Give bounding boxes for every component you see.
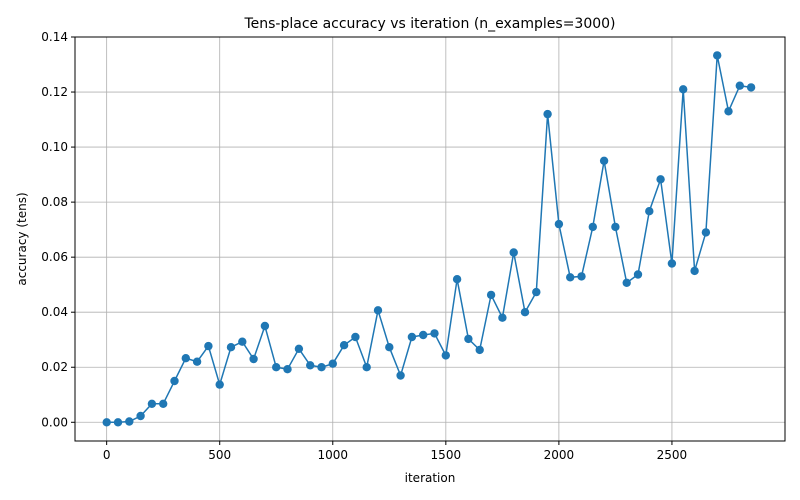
data-point	[701, 228, 711, 237]
plot-area-frame	[74, 36, 786, 442]
y-tick-label: 0.06	[41, 250, 68, 264]
data-point	[475, 345, 484, 355]
y-tick-label: 0.00	[41, 415, 68, 429]
data-point	[317, 363, 326, 372]
data-point	[362, 363, 371, 372]
x-tick-label: 2500	[657, 448, 688, 462]
series-markers	[102, 51, 756, 427]
data-point	[486, 290, 496, 300]
data-point	[464, 334, 473, 344]
y-tick-label: 0.02	[41, 360, 68, 374]
x-tick-label: 500	[208, 448, 231, 462]
data-point	[543, 109, 552, 119]
data-point	[633, 270, 643, 279]
y-tick-label: 0.08	[41, 195, 68, 209]
x-tick-label: 1000	[317, 448, 348, 462]
data-point	[283, 365, 292, 374]
data-point	[249, 354, 258, 364]
x-tick-label: 1500	[431, 448, 462, 462]
data-point	[226, 343, 236, 352]
data-point	[328, 359, 337, 368]
data-point	[667, 259, 677, 268]
data-point	[690, 266, 699, 276]
data-point	[272, 363, 281, 372]
data-point	[419, 330, 428, 340]
y-tick-label: 0.14	[41, 30, 68, 44]
y-axis-label: accuracy (tens)	[15, 192, 29, 285]
axis-ticks: 0 500 1000 1500 2000 2500 0.00 0.02 0.04 0.06 0.08…	[41, 30, 687, 462]
data-point	[294, 344, 304, 353]
data-point	[351, 332, 360, 342]
data-point	[136, 411, 145, 421]
data-point	[306, 361, 315, 370]
data-point	[125, 417, 134, 426]
x-axis-label: iteration	[405, 471, 456, 485]
y-tick-label: 0.12	[41, 85, 68, 99]
y-tick-label: 0.10	[41, 140, 68, 154]
data-point	[147, 399, 157, 408]
data-point	[577, 272, 586, 281]
data-point	[238, 337, 247, 346]
data-point	[622, 278, 631, 287]
data-point	[498, 313, 507, 322]
data-point	[170, 376, 179, 386]
data-point	[396, 371, 405, 380]
data-point	[599, 156, 609, 165]
data-point	[339, 341, 349, 350]
data-point	[181, 354, 190, 363]
data-point	[373, 306, 383, 315]
x-tick-label: 2000	[544, 448, 575, 462]
data-point	[566, 273, 575, 282]
series-line	[106, 55, 752, 424]
data-point	[441, 351, 450, 360]
chart-title: Tens-place accuracy vs iteration (n_exam…	[243, 16, 615, 32]
data-point	[520, 308, 530, 317]
data-point	[532, 287, 541, 297]
data-point	[713, 51, 722, 60]
data-point	[430, 329, 439, 338]
data-point	[452, 275, 462, 284]
x-tick-label: 0	[103, 448, 111, 462]
data-point	[113, 418, 123, 427]
y-tick-label: 0.04	[41, 305, 68, 319]
data-point	[192, 357, 202, 366]
data-point	[735, 81, 744, 90]
data-point	[159, 399, 168, 408]
data-point	[509, 248, 518, 257]
data-point	[588, 222, 597, 232]
data-point	[102, 418, 111, 427]
data-point	[215, 380, 224, 389]
data-point	[385, 343, 394, 352]
data-point	[746, 83, 756, 92]
data-point	[204, 341, 213, 351]
data-point	[724, 107, 733, 116]
data-point	[679, 85, 688, 94]
data-point	[645, 207, 654, 216]
data-point	[260, 321, 270, 331]
data-point	[656, 175, 665, 184]
data-point	[611, 222, 620, 232]
data-point	[407, 332, 417, 342]
data-point	[554, 219, 564, 229]
